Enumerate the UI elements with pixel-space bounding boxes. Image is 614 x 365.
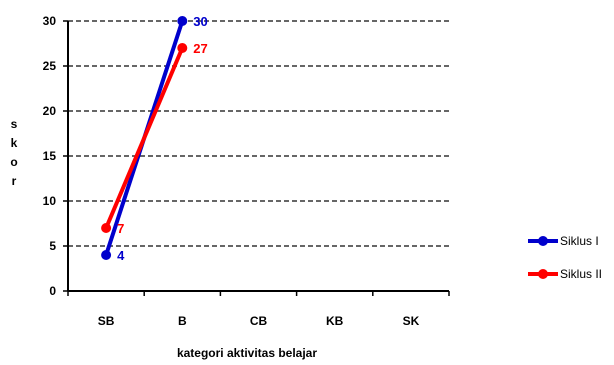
legend: Siklus I Siklus II xyxy=(528,234,602,281)
legend-label: Siklus II xyxy=(560,267,602,281)
y-axis-title-letter: k xyxy=(11,136,18,150)
x-tick-label: SK xyxy=(403,314,420,328)
gridlines xyxy=(68,20,449,247)
y-tick-label: 20 xyxy=(43,104,57,118)
legend-item-siklus-ii: Siklus II xyxy=(528,267,602,281)
y-tick-label: 0 xyxy=(49,284,56,298)
legend-marker xyxy=(538,269,548,279)
series-line-siklus-ii xyxy=(104,47,185,229)
x-tick-label: CB xyxy=(250,314,268,328)
x-tick-label: B xyxy=(178,314,187,328)
y-tick-labels: 0 5 10 15 20 25 30 xyxy=(43,14,57,298)
y-tick-label: 10 xyxy=(43,194,57,208)
x-axis-title: kategori aktivitas belajar xyxy=(177,346,317,360)
x-tick-label: KB xyxy=(326,314,344,328)
series-group xyxy=(101,16,188,260)
data-point-siklus-i xyxy=(177,16,188,26)
y-axis-title-letter: r xyxy=(12,174,17,188)
data-label-siklus-i: 4 xyxy=(117,248,125,263)
y-tick-label: 15 xyxy=(43,149,57,163)
x-tick-labels: SB B CB KB SK xyxy=(98,314,420,328)
axes xyxy=(63,20,450,296)
data-point-siklus-ii xyxy=(177,43,188,53)
data-label-siklus-ii: 7 xyxy=(117,221,124,236)
y-axis-title-letter: o xyxy=(10,155,17,169)
data-label-siklus-i: 30 xyxy=(193,14,207,29)
data-point-siklus-ii xyxy=(101,223,112,233)
legend-item-siklus-i: Siklus I xyxy=(528,234,599,248)
data-labels: 4 30 7 27 xyxy=(117,14,208,263)
y-axis-title-letter: s xyxy=(11,117,18,131)
legend-marker xyxy=(538,236,548,246)
x-tick-label: SB xyxy=(98,314,115,328)
y-tick-label: 25 xyxy=(43,59,57,73)
y-tick-label: 30 xyxy=(43,14,57,28)
y-tick-label: 5 xyxy=(49,239,56,253)
data-point-siklus-i xyxy=(101,250,112,260)
data-label-siklus-ii: 27 xyxy=(193,41,207,56)
legend-label: Siklus I xyxy=(560,234,599,248)
